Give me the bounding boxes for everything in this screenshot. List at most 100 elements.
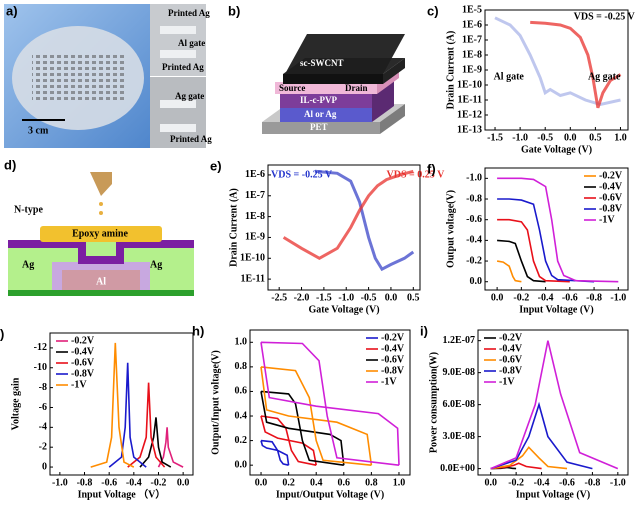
chart: -2.5 -2.0 -1.5 -1.0 -0.5 0.0 0.5 1E-6 1E-7 1E-8 1E… xyxy=(210,158,445,315)
x-tick-label: -0.8 xyxy=(586,292,602,303)
x-tick-label: -1.0 xyxy=(52,477,68,488)
x-tick-label: -0.8 xyxy=(77,477,93,488)
x-tick-label: 0.4 xyxy=(310,477,323,488)
x-tick-label: 1.0 xyxy=(393,477,406,488)
y-tick-label: 1E-9 xyxy=(462,64,482,75)
legend-label: -1V xyxy=(71,379,87,390)
legend-label: -0.2V xyxy=(499,332,523,343)
y-tick-label: 6.0E-08 xyxy=(443,399,476,410)
y-tick-label: 1E-5 xyxy=(462,4,482,15)
y-tick-label: -6 xyxy=(39,402,47,413)
x-axis-label: Input Voltage (V) xyxy=(519,304,593,315)
layer-label: Al or Ag xyxy=(304,109,337,119)
layer-label: Ag xyxy=(150,259,162,270)
x-axis-label: Input/Output Voltage (V) xyxy=(276,489,384,500)
y-tick-label: 3.0E-08 xyxy=(443,431,476,442)
layer-label: Ag xyxy=(22,259,34,270)
y-tick-label: 1.2E-07 xyxy=(443,335,476,346)
legend-label: -0.4V xyxy=(381,343,405,354)
x-axis-label: Gate Voltage (V) xyxy=(521,144,592,155)
series-line xyxy=(494,16,621,107)
x-tick-label: 0.0 xyxy=(491,292,504,303)
y-tick-label: 0 xyxy=(42,461,47,472)
series-line xyxy=(108,362,147,468)
x-tick-label: -2.5 xyxy=(271,292,287,303)
y-tick-label: 1E-12 xyxy=(457,109,482,120)
x-tick-label: -0.6 xyxy=(559,477,575,488)
x-tick-label: 0.0 xyxy=(255,477,268,488)
chart: -1.5 -1.0 -0.5 0.0 0.5 1.0 1E-5 1E-6 1E-7 1E-8 1E-… xyxy=(427,3,636,155)
y-tick-label: 1E-11 xyxy=(458,94,482,105)
series-line xyxy=(497,218,570,283)
y-axis-label: Drain Current (A) xyxy=(445,31,456,110)
type-label: N-type xyxy=(14,204,43,215)
plot-frame xyxy=(249,329,411,476)
legend-label: -0.2V xyxy=(599,170,623,181)
nozzle xyxy=(90,172,112,196)
y-tick-label: -8 xyxy=(39,382,47,393)
x-tick-label: 0.0 xyxy=(564,132,577,143)
y-tick-label: -0.4 xyxy=(466,235,482,246)
legend-label: -0.4V xyxy=(599,181,623,192)
y-tick-label: 0.0 xyxy=(235,459,248,470)
legend-label: -0.6V xyxy=(599,192,623,203)
legend-label: -0.2V xyxy=(381,332,405,343)
x-tick-label: -1.0 xyxy=(512,132,528,143)
panel-label: c) xyxy=(427,3,439,18)
x-tick-label: -1.0 xyxy=(610,292,626,303)
x-axis-label: Input Voltage (V) xyxy=(516,489,590,500)
x-tick-label: -1.0 xyxy=(338,292,354,303)
series-line xyxy=(282,169,414,261)
layer-label: Al xyxy=(96,276,106,287)
y-tick-label: -0.6 xyxy=(466,214,482,225)
legend-label: -0.6V xyxy=(499,354,523,365)
x-tick-label: -0.6 xyxy=(562,292,578,303)
x-axis-label: Input Voltage （V） xyxy=(78,487,166,500)
y-tick-label: 9.0E-08 xyxy=(443,367,476,378)
plot-frame xyxy=(49,332,194,476)
scale-label: 3 cm xyxy=(28,125,49,136)
y-tick-label: 1E-8 xyxy=(462,49,482,60)
y-tick-label: 0.4 xyxy=(235,410,248,421)
panel-label: f) xyxy=(427,161,436,176)
y-tick-label: 0.6 xyxy=(235,386,248,397)
y-tick-label: -12 xyxy=(34,342,47,353)
y-axis-label: Voltage gain xyxy=(10,377,21,430)
y-tick-label: 1E-7 xyxy=(462,34,482,45)
photo-label: Al gate xyxy=(178,38,205,48)
panel-label: b) xyxy=(228,3,240,18)
photo-label: Printed Ag xyxy=(162,62,204,72)
y-tick-label: 1E-6 xyxy=(462,19,482,30)
x-tick-label: -1.5 xyxy=(316,292,332,303)
legend-label: -1V xyxy=(599,214,615,225)
x-tick-label: 0.5 xyxy=(589,132,602,143)
chart: 0.0 0.2 0.4 0.6 0.8 1.0 0.0 0.2 0.4 0.6 0.8 1.0 Inpu… xyxy=(192,323,411,500)
panel-b: b) sc-SWCNT Source Drain IL-c-PVP Al or … xyxy=(228,3,405,134)
series-line xyxy=(260,439,290,466)
legend-label: -0.8V xyxy=(599,203,623,214)
panel-label: a) xyxy=(6,3,18,18)
x-tick-label: -1.0 xyxy=(610,477,626,488)
y-axis-label: Drain Current (A) xyxy=(228,188,239,267)
x-tick-label: -0.2 xyxy=(151,477,167,488)
y-tick-label: 1E-9 xyxy=(245,232,265,243)
photo-label: Ag gate xyxy=(175,91,204,101)
legend-label: -0.4V xyxy=(71,346,95,357)
x-tick-label: -0.4 xyxy=(538,292,554,303)
annotation: Ag gate xyxy=(588,71,621,82)
y-tick-label: 1E-11 xyxy=(241,273,265,284)
panel-label: h) xyxy=(192,323,204,338)
electrodes xyxy=(160,26,196,132)
layer-label: IL-c-PVP xyxy=(300,95,337,105)
legend-label: -1V xyxy=(381,376,397,387)
series-line xyxy=(260,366,373,466)
legend-label: -1V xyxy=(499,376,515,387)
x-tick-label: -0.2 xyxy=(508,477,524,488)
series-line xyxy=(314,169,415,272)
layer-label: Source xyxy=(279,83,305,93)
series-line xyxy=(530,20,622,109)
y-tick-label: 0.0 xyxy=(470,276,483,287)
device-array xyxy=(32,55,127,100)
x-tick-label: 0.2 xyxy=(282,477,295,488)
